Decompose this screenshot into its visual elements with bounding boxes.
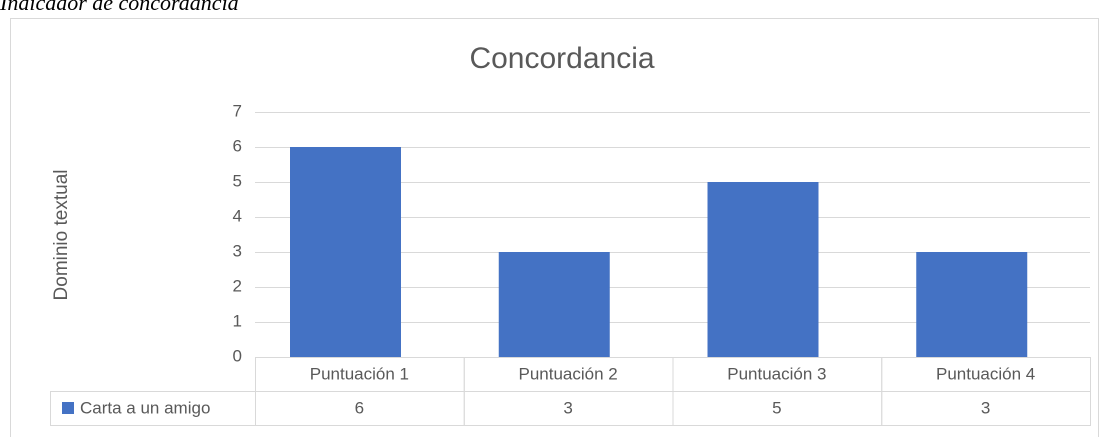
bar [290, 147, 401, 357]
data-label: 3 [981, 398, 990, 417]
y-tick-label: 4 [233, 206, 242, 225]
x-tick-label: Puntuación 2 [519, 364, 618, 383]
y-axis-label: Dominio textual [51, 170, 72, 301]
y-tick-label: 3 [233, 241, 242, 260]
y-tick-label: 2 [233, 276, 242, 295]
x-tick-label: Puntuación 3 [727, 364, 826, 383]
chart-title: Concordancia [469, 42, 654, 75]
y-tick-label: 7 [233, 101, 242, 120]
legend-label: Carta a un amigo [80, 398, 210, 417]
data-label: 6 [355, 398, 364, 417]
y-tick-label: 0 [233, 346, 242, 365]
legend-swatch [62, 402, 74, 414]
data-label: 3 [563, 398, 572, 417]
x-tick-label: Puntuación 4 [936, 364, 1035, 383]
y-tick-label: 5 [233, 171, 242, 190]
table-cell [881, 391, 1091, 426]
y-tick-label: 6 [233, 136, 242, 155]
data-label: 5 [772, 398, 781, 417]
chart-frame [10, 18, 1099, 437]
bar [498, 252, 610, 357]
y-tick-label: 1 [233, 311, 242, 330]
bar [707, 182, 819, 357]
caption: Indicador de concordancia [0, 0, 239, 15]
x-tick-label: Puntuación 1 [310, 364, 409, 383]
bar [916, 252, 1028, 357]
